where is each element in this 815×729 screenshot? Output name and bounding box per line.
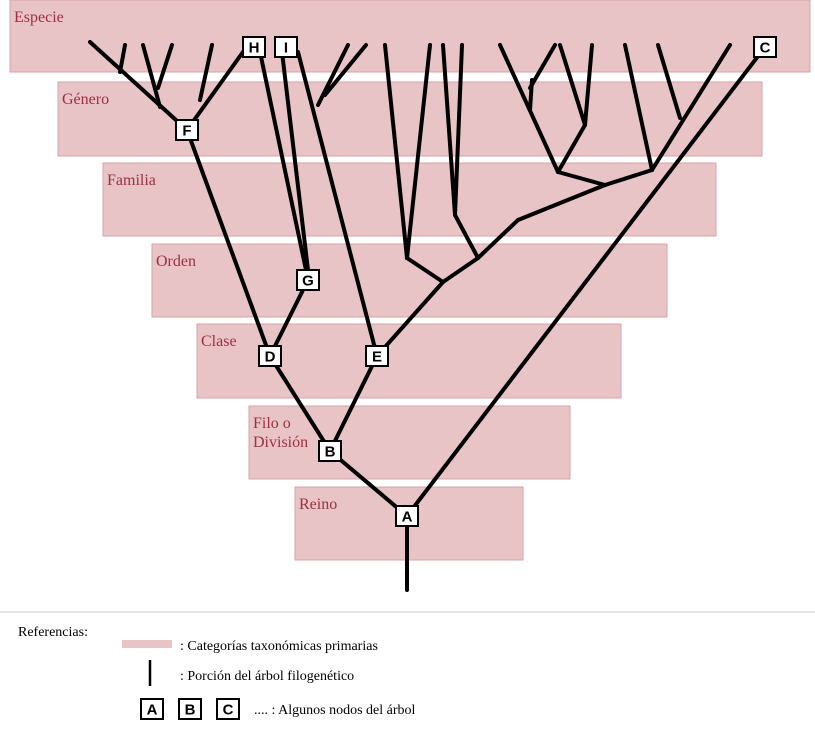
node-label: H [249,40,260,57]
category-label: Filo o [253,415,291,432]
category-label: Género [62,91,109,108]
node-label: A [402,509,413,526]
node-label: B [185,702,196,719]
category-label: Orden [156,253,196,270]
node-box [395,505,419,527]
category-label: Familia [107,172,156,189]
category-band [9,0,811,73]
legend-swatch [122,640,172,648]
node-box [216,698,240,720]
category-band [57,81,763,157]
node-box [318,440,342,462]
legend-nodes-text: .... : Algunos nodos del árbol [254,703,415,718]
node-box [753,36,777,58]
node-box [296,269,320,291]
node-label: I [284,40,288,57]
node-box [140,698,164,720]
node-label: A [147,702,158,719]
node-label: B [325,444,336,461]
category-label: Especie [14,9,64,26]
node-box [175,119,199,141]
tree [88,40,767,592]
node-label: C [223,702,234,719]
category-band [248,405,571,480]
node-label: E [372,349,382,366]
legend-tree: : Porción del árbol filogenético [180,669,354,684]
category-bands: Especie Género Familia Orden Clase Filo o Divi… [9,0,811,561]
legend-title: Referencias: [18,625,88,640]
node-box [258,345,282,367]
nodes: A B C D E F G H I [175,36,777,527]
node-label: G [302,273,314,290]
node-label: C [760,40,771,57]
node-label: D [265,349,276,366]
category-label: Reino [299,496,337,513]
node-box [365,345,389,367]
legend-categories: : Categorías taxonómicas primarias [180,639,378,654]
node-box [242,36,266,58]
category-label: Clase [201,333,237,350]
legend-nodes: A B C [140,698,240,720]
node-box [274,36,298,58]
category-band [151,243,668,318]
node-label: F [182,123,191,140]
category-label: División [253,434,308,451]
node-box [178,698,202,720]
